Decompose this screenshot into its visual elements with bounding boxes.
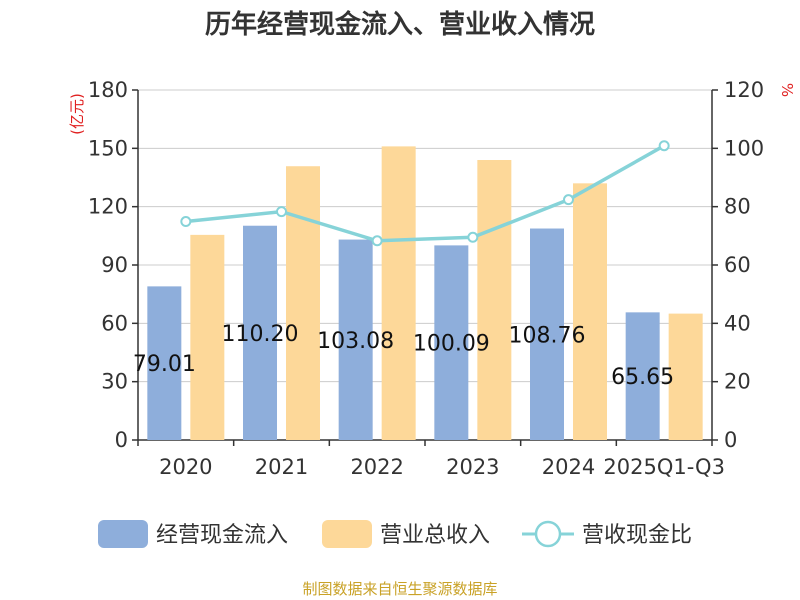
ratio-line — [185, 144, 666, 243]
bar-revenue — [381, 146, 416, 440]
y-left-unit-label: (亿元) — [68, 93, 86, 135]
x-tick-label: 2024 — [542, 455, 595, 479]
x-tick-label: 2025Q1-Q3 — [603, 455, 725, 479]
bar-value-label: 79.01 — [133, 352, 196, 377]
ratio-point — [276, 206, 287, 218]
legend-label: 营业总收入 — [380, 523, 490, 548]
bar-value-label: 65.65 — [611, 365, 674, 390]
ratio-point — [467, 231, 479, 243]
legend-swatch — [98, 520, 148, 548]
legend-swatch-marker — [534, 520, 562, 548]
y-right-tick-label: 20 — [724, 370, 751, 394]
bar-value-label: 100.09 — [413, 332, 490, 357]
ratio-point — [658, 140, 670, 152]
bar-revenue — [668, 313, 703, 440]
bar-value-label: 110.20 — [222, 322, 299, 347]
y-left-tick-label: 180 — [88, 78, 128, 102]
ratio-point — [180, 216, 192, 228]
bar-revenue — [477, 160, 512, 440]
y-left-tick-label: 60 — [101, 311, 128, 335]
x-tick-label: 2023 — [446, 455, 499, 479]
y-right-tick-label: 60 — [724, 253, 751, 277]
bar-cash-inflow — [338, 239, 373, 440]
ratio-point — [371, 235, 383, 247]
legend-swatch — [322, 520, 372, 548]
x-tick-label: 2022 — [350, 455, 403, 479]
bar-cash-inflow — [147, 286, 182, 440]
legend-label: 经营现金流入 — [156, 523, 288, 548]
bar-cash-inflow — [434, 245, 469, 440]
chart-title: 历年经营现金流入、营业收入情况 — [204, 10, 595, 40]
source-note: 制图数据来自恒生聚源数据库 — [302, 580, 498, 598]
bar-value-label: 103.08 — [317, 329, 394, 354]
bar-revenue — [573, 183, 607, 441]
y-right-tick-label: 80 — [724, 195, 751, 219]
y-left-tick-label: 150 — [88, 136, 128, 160]
y-right-tick-label: 40 — [724, 311, 751, 335]
bar-cash-inflow — [530, 228, 564, 440]
y-right-tick-label: 120 — [724, 78, 764, 102]
bar-revenue — [190, 234, 225, 440]
y-left-tick-label: 90 — [101, 253, 128, 277]
bar-value-label: 108.76 — [509, 323, 586, 348]
x-tick-label: 2021 — [255, 455, 308, 479]
y-left-tick-label: 30 — [101, 370, 128, 394]
x-tick-label: 2020 — [159, 455, 212, 479]
ratio-point — [563, 194, 574, 206]
legend-label: 营收现金比 — [582, 523, 692, 548]
y-left-tick-label: 0 — [115, 428, 128, 452]
bar-cash-inflow — [243, 225, 277, 440]
bar-revenue — [286, 166, 320, 440]
y-right-tick-label: 0 — [724, 428, 737, 452]
bar-cash-inflow — [625, 312, 660, 440]
y-right-unit-label: % — [778, 83, 796, 97]
y-right-tick-label: 100 — [724, 136, 764, 160]
y-left-tick-label: 120 — [88, 195, 128, 219]
